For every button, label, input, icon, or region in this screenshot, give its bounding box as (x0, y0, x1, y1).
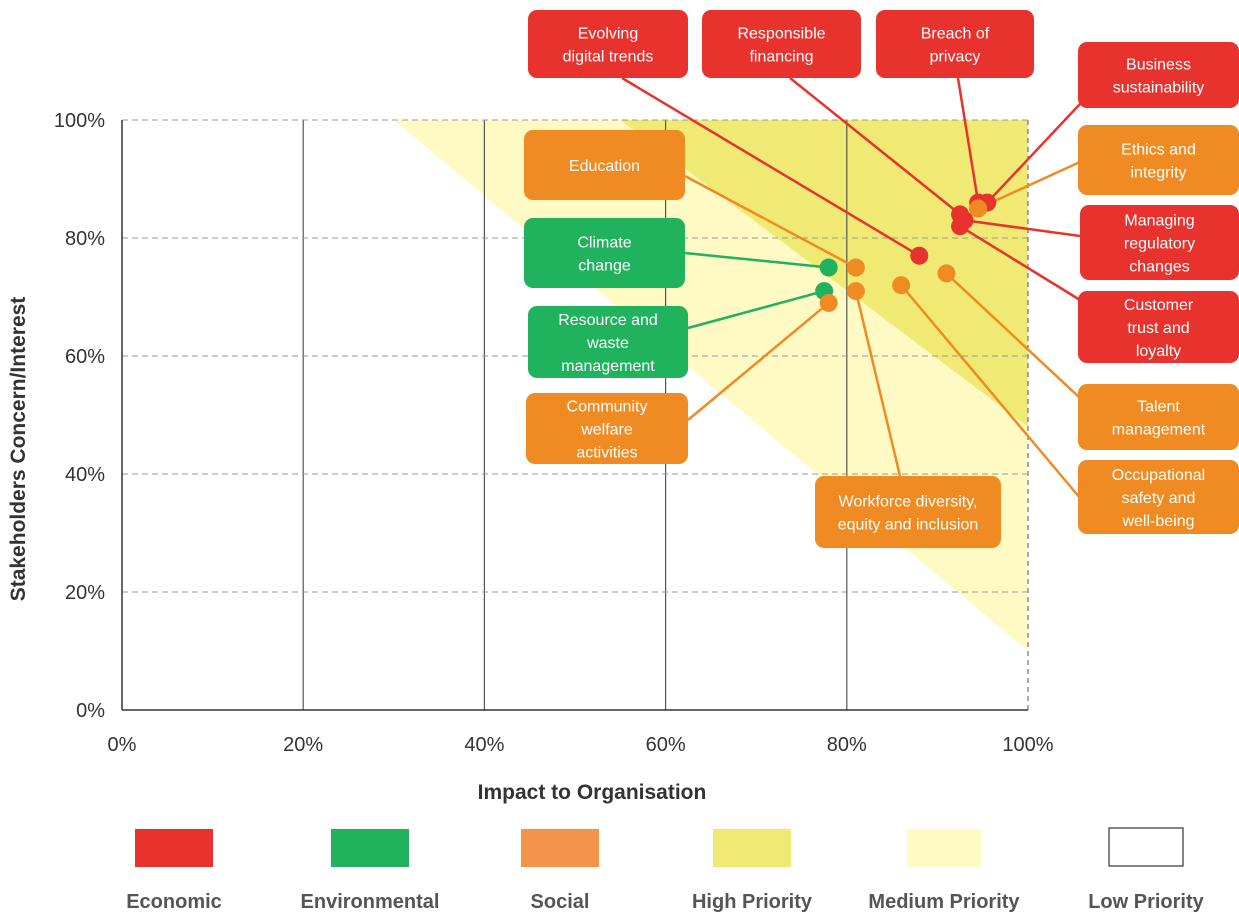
callout-text: Responsible (737, 26, 825, 43)
callout-text: safety and (1122, 490, 1196, 507)
callout-text: change (578, 258, 631, 275)
callout-box (524, 218, 685, 288)
y-tick-label: 100% (54, 110, 105, 132)
callout-responsible-financing: Responsible financing (702, 10, 861, 78)
callout-workforce-diversity-equity-and-inclusion: Workforce diversity, equity and inclusion (815, 476, 1001, 548)
callout-managing-regulatory-changes: Managing regulatory changes (1080, 205, 1239, 280)
x-tick-label: 100% (1002, 734, 1053, 756)
callout-text: privacy (930, 49, 981, 66)
point-evolving-digital-trends (910, 247, 928, 265)
callout-text: welfare (580, 422, 633, 439)
callout-text: sustainability (1113, 80, 1205, 97)
callout-occupational-safety-and-well-being: Occupational safety and well-being (1078, 460, 1239, 534)
y-tick-label: 40% (65, 464, 105, 486)
callout-text: Resource and (558, 312, 658, 329)
callout-text: Community (567, 399, 648, 416)
legend-swatch (713, 829, 791, 867)
legend-label: High Priority (692, 891, 813, 913)
callout-box (1078, 125, 1239, 195)
callout-evolving-digital-trends: Evolving digital trends (528, 10, 688, 78)
legend-swatch (907, 829, 981, 867)
legend-label: Medium Priority (868, 891, 1020, 913)
y-tick-label: 0% (76, 700, 105, 722)
x-tick-label: 40% (464, 734, 504, 756)
legend-item-medium-priority: Medium Priority (868, 829, 1020, 913)
legend-label: Economic (126, 891, 222, 913)
point-ethics-and-integrity (969, 200, 987, 218)
callout-text: Workforce diversity, (839, 494, 978, 511)
point-talent-management (937, 264, 955, 282)
point-climate-change (820, 259, 838, 277)
callout-text: Breach of (921, 26, 990, 43)
callout-text: regulatory (1124, 236, 1195, 253)
x-axis-title: Impact to Organisation (478, 781, 707, 804)
y-tick-label: 80% (65, 228, 105, 250)
callout-text: management (561, 358, 655, 375)
callout-box (528, 10, 688, 78)
legend-item-social: Social (521, 829, 599, 913)
point-education (847, 259, 865, 277)
callout-customer-trust-and-loyalty: Customer trust and loyalty (1078, 291, 1239, 363)
callout-text: equity and inclusion (838, 517, 979, 534)
callout-climate-change: Climate change (524, 218, 685, 288)
point-workforce-diversity-equity-and-inclusion (847, 282, 865, 300)
point-occupational-safety-and-well-being (892, 276, 910, 294)
x-tick-label: 60% (646, 734, 686, 756)
legend: Economic Environmental Social High Priority… (126, 828, 1204, 913)
callout-text: Managing (1124, 213, 1194, 230)
x-tick-label: 80% (827, 734, 867, 756)
callout-text: Education (569, 158, 640, 175)
callout-text: integrity (1130, 165, 1186, 182)
callout-text: trust and (1127, 320, 1189, 337)
point-customer-trust-and-loyalty (951, 217, 969, 235)
legend-label: Environmental (301, 891, 440, 913)
callout-text: loyalty (1136, 343, 1181, 360)
callout-box (1078, 384, 1239, 450)
callout-text: Occupational (1112, 467, 1205, 484)
callout-text: waste (586, 335, 629, 352)
legend-swatch (1109, 828, 1183, 866)
priority-regions (394, 120, 1028, 651)
legend-item-high-priority: High Priority (692, 829, 813, 913)
legend-label: Social (531, 891, 590, 913)
legend-swatch (135, 829, 213, 867)
callout-talent-management: Talent management (1078, 384, 1239, 450)
callout-box (815, 476, 1001, 548)
callout-text: changes (1129, 259, 1190, 276)
callout-community-welfare-activities: Community welfare activities (526, 393, 688, 464)
callout-text: activities (576, 445, 637, 462)
callout-text: Evolving (578, 26, 638, 43)
callout-text: digital trends (563, 49, 654, 66)
callout-box (876, 10, 1034, 78)
legend-label: Low Priority (1088, 891, 1204, 913)
x-tick-label: 20% (283, 734, 323, 756)
callout-text: Business (1126, 57, 1191, 74)
callout-box (702, 10, 861, 78)
callout-education: Education (524, 130, 685, 200)
y-tick-label: 20% (65, 582, 105, 604)
callout-text: Climate (577, 235, 631, 252)
x-tick-label: 0% (108, 734, 137, 756)
legend-item-economic: Economic (126, 829, 222, 913)
callout-resource-and-waste-management: Resource and waste management (528, 306, 688, 378)
callout-text: Talent (1137, 399, 1180, 416)
callout-text: Ethics and (1121, 142, 1196, 159)
y-axis-title: Stakeholders Concern/Interest (7, 297, 30, 602)
callout-text: Customer (1124, 297, 1194, 314)
callout-text: management (1112, 422, 1206, 439)
point-community-welfare-activities (820, 294, 838, 312)
legend-swatch (331, 829, 409, 867)
callout-ethics-and-integrity: Ethics and integrity (1078, 125, 1239, 195)
y-tick-label: 60% (65, 346, 105, 368)
callout-box (1078, 42, 1239, 108)
callout-business-sustainability: Business sustainability (1078, 42, 1239, 108)
legend-item-environmental: Environmental (301, 829, 440, 913)
legend-item-low-priority: Low Priority (1088, 828, 1204, 913)
callout-text: well-being (1121, 513, 1194, 530)
legend-swatch (521, 829, 599, 867)
callout-breach-of-privacy: Breach of privacy (876, 10, 1034, 78)
callout-text: financing (749, 49, 813, 66)
